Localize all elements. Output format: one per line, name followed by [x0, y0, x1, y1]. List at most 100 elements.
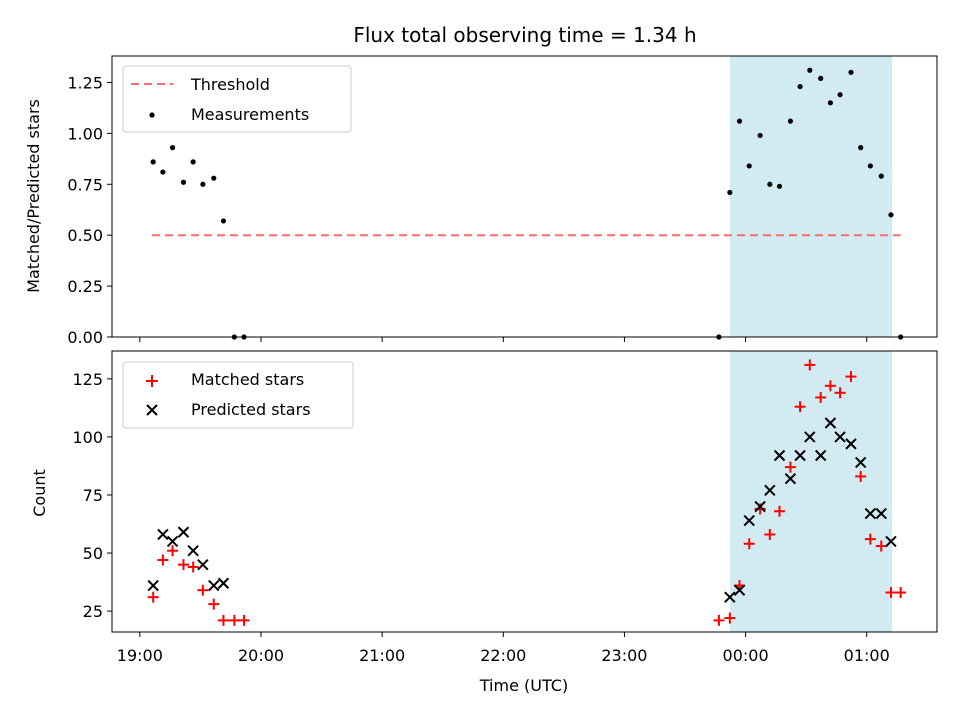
predicted-star-point — [824, 417, 837, 429]
matched-star-point — [187, 561, 199, 573]
x-tick-label: 20:00 — [238, 646, 284, 665]
count-panel: 25 50 75 100 125 19:00 20:00 21:00 22:00 23:00 00… — [30, 350, 938, 695]
x-tick-label: 22:00 — [480, 646, 526, 665]
measurement-point — [867, 163, 873, 169]
predicted-star-point — [784, 473, 797, 485]
ratio-axes-frame — [111, 55, 938, 338]
y-tick-label: 1.00 — [67, 124, 103, 143]
predicted-star-point — [875, 507, 887, 520]
y-tick-label: 25 — [83, 602, 103, 621]
matched-star-point — [845, 371, 857, 383]
matched-star-point — [724, 612, 736, 624]
y-tick-label: 75 — [83, 486, 103, 505]
x-tick-label: 23:00 — [601, 646, 647, 665]
measurement-point — [746, 163, 752, 169]
measurement-point — [776, 183, 783, 189]
predicted-star-point — [764, 484, 776, 497]
measurement-point — [888, 212, 894, 218]
ratio-x-ticks — [139, 337, 868, 342]
predicted-star-point — [773, 449, 786, 462]
legend-matched-label: Matched stars — [191, 370, 304, 389]
ratio-y-ticks: 0.00 0.25 0.50 0.75 1.00 1.25 — [67, 73, 112, 347]
matched-star-point — [774, 505, 786, 517]
y-tick-label: 0.25 — [67, 277, 103, 296]
predicted-star-point — [864, 507, 877, 520]
predicted-star-point — [177, 526, 190, 538]
measurement-point — [848, 69, 854, 75]
measurement-point — [827, 100, 833, 106]
legend-threshold-label: Threshold — [190, 75, 270, 94]
y-tick-label: 1.25 — [67, 73, 103, 92]
predicted-star-point — [157, 528, 169, 541]
predicted-star-point — [197, 558, 209, 571]
predicted-star-point — [724, 591, 736, 603]
measurement-point — [150, 159, 156, 165]
predicted-star-point — [743, 514, 755, 527]
predicted-star-point — [885, 535, 897, 548]
legend-predicted-swatch — [146, 404, 158, 416]
legend-measurements-label: Measurements — [191, 105, 309, 124]
count-x-ticks: 19:00 20:00 21:00 22:00 23:00 00:00 01:00 — [117, 632, 890, 665]
matched-star-point — [784, 461, 796, 473]
matched-star-point — [167, 545, 179, 557]
predicted-star-point — [794, 449, 806, 462]
matched-star-point — [815, 391, 827, 403]
matched-star-point — [864, 533, 876, 545]
matched-star-point — [804, 359, 816, 371]
legend-predicted-label: Predicted stars — [191, 400, 311, 419]
predicted-star-point — [147, 579, 159, 592]
matched-star-point — [177, 559, 189, 571]
x-tick-label: 19:00 — [117, 646, 163, 665]
observing-window-shade — [729, 56, 893, 337]
matched-star-point — [147, 591, 159, 603]
measurement-point — [736, 118, 743, 124]
measurement-point — [787, 118, 794, 124]
matched-star-point — [764, 528, 776, 540]
x-tick-label: 01:00 — [844, 646, 890, 665]
count-y-ticks: 25 50 75 100 125 — [72, 370, 112, 621]
matched-star-point — [197, 584, 209, 596]
matched-star-point — [794, 401, 806, 413]
y-tick-label: 50 — [83, 544, 103, 563]
measurement-point — [169, 145, 176, 151]
matched-star-point — [217, 614, 229, 626]
predicted-star-point — [804, 431, 816, 443]
chart-title: Flux total observing time = 1.34 h — [353, 23, 696, 47]
matched-star-point — [885, 587, 897, 599]
ratio-y-axis-label: Matched/Predicted stars — [24, 99, 43, 293]
x-tick-label: 21:00 — [359, 646, 405, 665]
matched-star-point — [895, 587, 907, 599]
matched-star-point — [713, 614, 725, 626]
matched-star-point — [855, 470, 867, 482]
y-tick-label: 125 — [72, 370, 103, 389]
matched-star-point — [824, 380, 836, 392]
count-y-axis-label: Count — [30, 469, 49, 517]
predicted-star-point — [814, 449, 827, 462]
matched-star-point — [238, 614, 250, 626]
predicted-star-point — [854, 456, 867, 469]
matched-star-point — [228, 614, 240, 626]
measurement-point — [160, 169, 166, 175]
predicted-star-point — [217, 577, 230, 589]
measurement-point — [190, 159, 196, 165]
count-legend: Matched stars Predicted stars — [122, 361, 354, 429]
matched-star-point — [743, 538, 755, 550]
ratio-legend-box — [122, 65, 352, 133]
y-tick-label: 0.75 — [67, 175, 103, 194]
measurement-point — [807, 67, 813, 73]
predicted-star-point — [208, 579, 220, 592]
ratio-markers-layer — [150, 67, 904, 340]
measurement-point — [858, 145, 864, 151]
predicted-star-point — [733, 584, 746, 596]
measurement-point — [837, 92, 843, 98]
predicted-star-point — [187, 545, 199, 557]
time-x-axis-label: Time (UTC) — [479, 676, 568, 695]
predicted-star-point — [166, 535, 179, 548]
predicted-star-point — [845, 438, 857, 450]
predicted-star-point — [834, 431, 846, 443]
x-tick-label: 00:00 — [723, 646, 769, 665]
y-tick-label: 0.50 — [67, 226, 103, 245]
measurement-point — [180, 179, 187, 185]
measurement-point — [727, 189, 733, 196]
